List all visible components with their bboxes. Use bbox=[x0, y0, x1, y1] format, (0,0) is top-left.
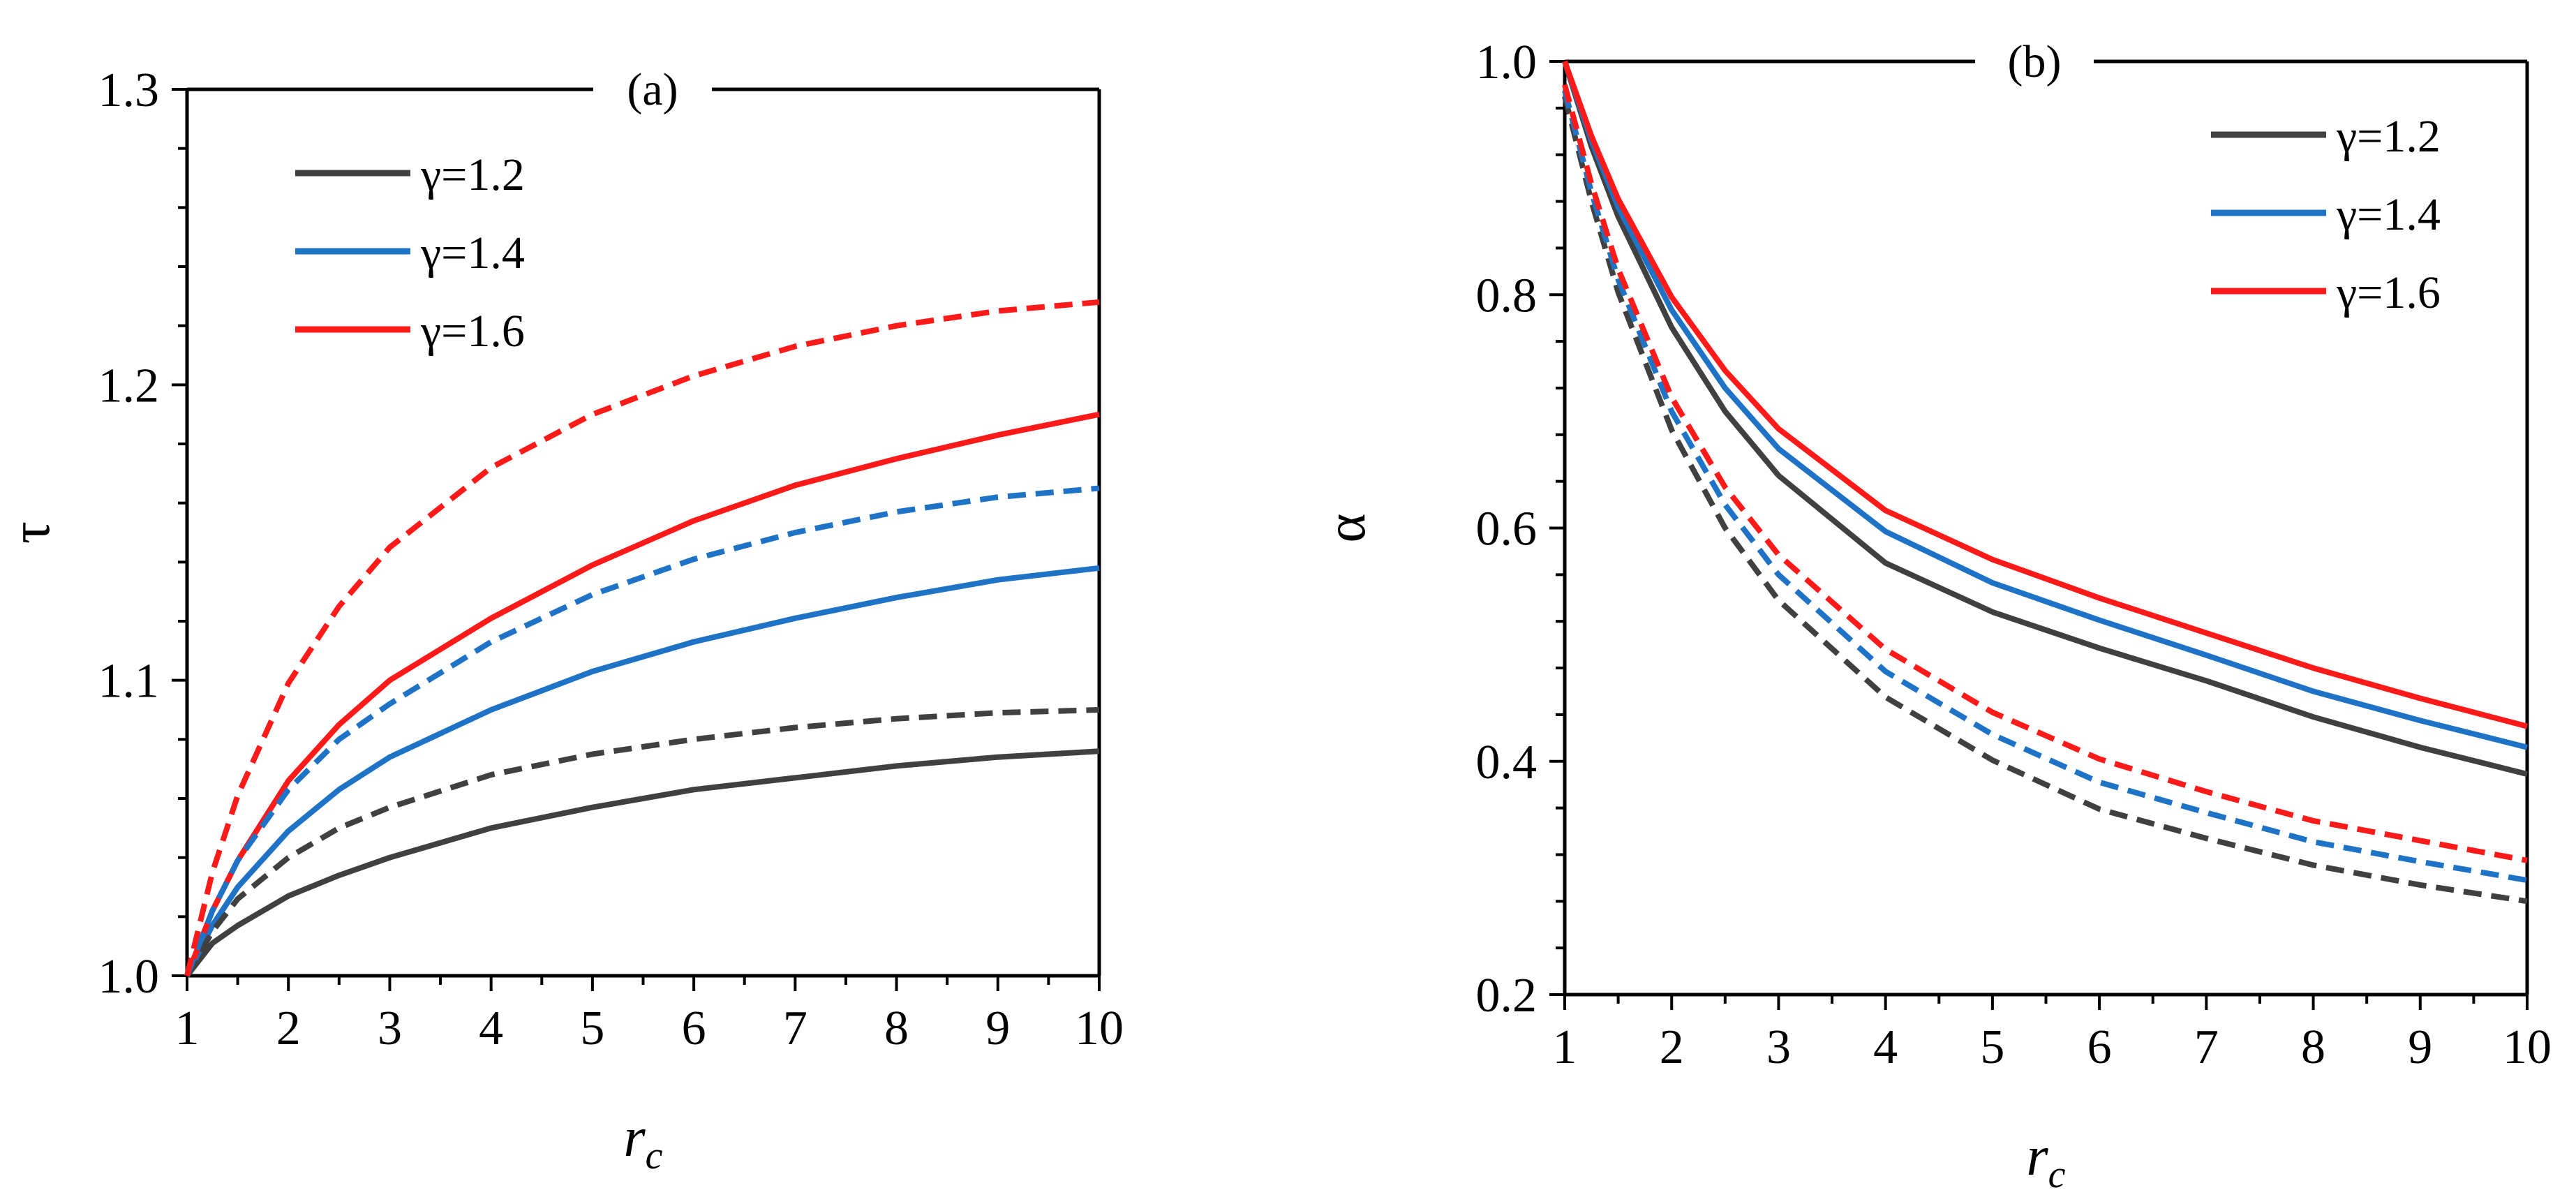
x-tick-label: 4 bbox=[1873, 1020, 1898, 1074]
y-tick-label: 1.3 bbox=[98, 64, 160, 117]
y-tick-label: 0.2 bbox=[1476, 969, 1538, 1023]
y-tick-label: 0.6 bbox=[1476, 503, 1538, 556]
series-line-dashed-16 bbox=[184, 299, 1100, 976]
x-tick-label: 7 bbox=[2194, 1020, 2219, 1074]
x-axis-label: rc bbox=[624, 1107, 663, 1177]
x-axis-label: rc bbox=[2027, 1126, 2066, 1196]
series-line-solid-14 bbox=[1562, 60, 2528, 750]
x-tick-label: 8 bbox=[884, 1002, 909, 1055]
x-tick-label: 8 bbox=[2301, 1020, 2325, 1074]
series-line-dashed-14 bbox=[1562, 89, 2528, 884]
panel-label: (b) bbox=[2008, 36, 2062, 87]
y-axis-label: τ bbox=[0, 521, 61, 544]
legend-label: γ=1.2 bbox=[2336, 111, 2441, 162]
series-line-solid-12 bbox=[1562, 60, 2528, 777]
series-line-dashed-14 bbox=[184, 485, 1100, 977]
x-tick-label: 1 bbox=[1553, 1020, 1577, 1074]
x-tick-label: 6 bbox=[682, 1002, 706, 1055]
x-tick-label: 1 bbox=[175, 1002, 200, 1055]
series-line-dashed-12 bbox=[1562, 96, 2528, 905]
y-tick-label: 0.4 bbox=[1476, 736, 1538, 789]
x-tick-label: 10 bbox=[2503, 1020, 2552, 1074]
y-tick-label: 1.2 bbox=[98, 359, 160, 413]
series-line-solid-12 bbox=[184, 748, 1100, 978]
legend-label: γ=1.4 bbox=[420, 228, 525, 278]
x-tick-label: 10 bbox=[1075, 1002, 1124, 1055]
panel-label: (a) bbox=[627, 64, 678, 115]
legend-label: γ=1.2 bbox=[420, 149, 525, 200]
x-tick-label: 5 bbox=[580, 1002, 604, 1055]
x-tick-label: 5 bbox=[1980, 1020, 2004, 1074]
x-tick-label: 3 bbox=[1766, 1020, 1791, 1074]
x-tick-label: 9 bbox=[985, 1002, 1010, 1055]
legend-label: γ=1.4 bbox=[2336, 189, 2441, 240]
x-tick-label: 4 bbox=[479, 1002, 503, 1055]
series-line-solid-14 bbox=[184, 565, 1100, 977]
panel-b-chart: (b) 1 2 3 4 5 6 7 8 9 10 0.2 0.4 0.6 0.8 1.0 rc α γ=1.2 γ=1… bbox=[1316, 36, 2552, 1196]
y-axis-label: α bbox=[1316, 514, 1377, 543]
panel-a-chart: (a) 1 2 3 4 5 6 7 8 9 10 1.0 1.1 1.2 1.3 rc τ γ=1.2 γ=1.4 γ… bbox=[0, 64, 1124, 1177]
x-tick-label: 2 bbox=[276, 1002, 301, 1055]
x-tick-label: 3 bbox=[378, 1002, 402, 1055]
legend-label: γ=1.6 bbox=[2336, 267, 2441, 318]
y-tick-label: 1.1 bbox=[98, 655, 160, 708]
x-tick-label: 9 bbox=[2408, 1020, 2432, 1074]
series-line-solid-16 bbox=[184, 411, 1100, 977]
series-line-dashed-12 bbox=[184, 707, 1100, 977]
x-tick-label: 7 bbox=[783, 1002, 807, 1055]
legend-label: γ=1.6 bbox=[420, 306, 525, 357]
x-tick-label: 2 bbox=[1660, 1020, 1684, 1074]
y-tick-label: 1.0 bbox=[98, 950, 160, 1004]
series-line-solid-16 bbox=[1562, 60, 2529, 729]
x-tick-label: 6 bbox=[2087, 1020, 2112, 1074]
series-line-dashed-16 bbox=[1562, 84, 2528, 863]
y-tick-label: 1.0 bbox=[1476, 36, 1538, 89]
y-tick-label: 0.8 bbox=[1476, 269, 1538, 322]
